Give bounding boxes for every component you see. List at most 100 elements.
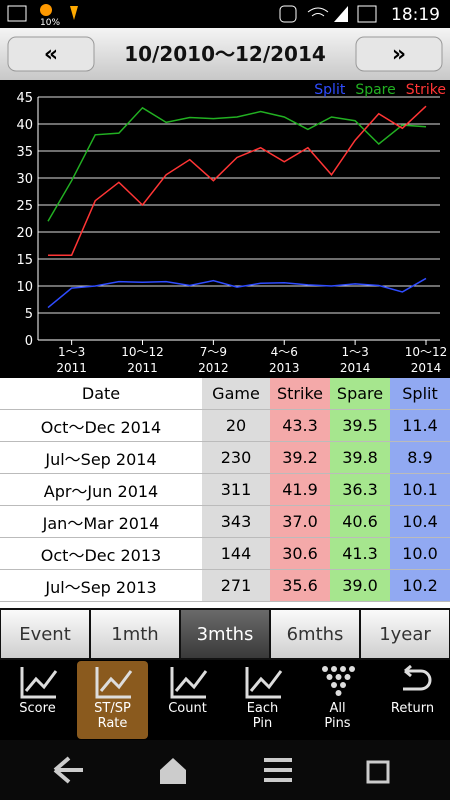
- y-tick-label: 0: [25, 334, 33, 349]
- data-line: [48, 105, 427, 256]
- table-cell: 20: [202, 409, 270, 442]
- menu-button[interactable]: [264, 758, 292, 782]
- period-tab[interactable]: 6mths: [271, 610, 359, 658]
- prev-button[interactable]: [7, 36, 95, 72]
- table-cell: 230: [202, 441, 270, 474]
- table-cell: 35.6: [270, 569, 330, 602]
- y-tick-label: 40: [16, 118, 33, 133]
- weather-percent: 10%: [40, 18, 60, 28]
- pin-dot: [344, 674, 350, 680]
- pin-dot: [321, 666, 328, 672]
- x-tick-label: 2014: [340, 361, 371, 375]
- table-cell: 39.5: [330, 409, 390, 442]
- table-cell: 10.0: [390, 537, 450, 570]
- tool-label: Pins: [324, 716, 351, 731]
- column-header: Spare: [330, 378, 390, 410]
- tool-icon: [402, 664, 431, 691]
- x-tick-label: 2012: [198, 361, 229, 375]
- return-icon: [402, 664, 431, 691]
- wifi-icon: [307, 7, 329, 17]
- pin-dot: [339, 682, 346, 688]
- tool-label: Pin: [252, 716, 273, 731]
- tool-button[interactable]: Score: [2, 661, 73, 739]
- tool-label: Count: [168, 701, 207, 716]
- x-tick-label: 7〜9: [200, 345, 227, 359]
- table-cell: 10.4: [390, 505, 450, 538]
- tool-label: Each: [246, 701, 279, 716]
- period-title: 10/2010〜12/2014: [124, 42, 326, 66]
- tool-button[interactable]: All Pins: [302, 661, 373, 739]
- table-cell: 271: [202, 569, 270, 602]
- tool-button[interactable]: Each Pin: [227, 661, 298, 739]
- x-tick-label: 10〜12: [121, 345, 164, 359]
- table-cell: 11.4: [390, 409, 450, 442]
- period-tab[interactable]: 3mths: [181, 610, 269, 658]
- pin-dot: [348, 666, 355, 672]
- y-tick-label: 15: [16, 253, 33, 268]
- column-header: Game: [202, 378, 270, 410]
- table-row: Oct〜Dec 2013 144 30.6 41.3 10.0: [0, 537, 450, 570]
- table-cell: 343: [202, 505, 270, 538]
- y-tick-label: 35: [16, 145, 33, 160]
- battery-icon: [357, 5, 377, 23]
- table-cell: Jul〜Sep 2014: [0, 441, 202, 474]
- period-tab[interactable]: 1year: [361, 610, 449, 658]
- table-container: Date Game Strike Spare Split Oct〜Dec 2014 20 43…: [0, 378, 450, 608]
- table-cell: Jul〜Sep 2013: [0, 569, 202, 602]
- period-tab[interactable]: Event: [1, 610, 89, 658]
- home-button[interactable]: [160, 758, 186, 784]
- tool-icon: [170, 667, 207, 699]
- tool-button[interactable]: ST/SP Rate: [77, 661, 148, 739]
- period-tab[interactable]: 1mth: [91, 610, 179, 658]
- table-cell: 10.1: [390, 473, 450, 506]
- stats-table: Date Game Strike Spare Split Oct〜Dec 2014 20 43…: [0, 378, 450, 602]
- data-line: [47, 277, 427, 309]
- x-tick-label: 10〜12: [405, 345, 448, 359]
- table-row: Apr〜Jun 2014 311 41.9 36.3 10.1: [0, 473, 450, 506]
- x-tick-label: 2013: [269, 361, 300, 375]
- x-tick-label: 2011: [127, 361, 158, 375]
- tool-button[interactable]: Count: [152, 661, 223, 739]
- column-header: Split: [390, 378, 450, 410]
- pin-dot: [335, 674, 341, 680]
- x-tick-label: 1〜3: [58, 345, 85, 359]
- table-cell: Jan〜Mar 2014: [0, 505, 202, 538]
- table-cell: 39.0: [330, 569, 390, 602]
- table-cell: Apr〜Jun 2014: [0, 473, 202, 506]
- y-tick-label: 25: [16, 199, 33, 214]
- chart-icon: [170, 667, 207, 699]
- legend-entry: Spare: [355, 82, 395, 98]
- tool-icon: [95, 667, 132, 699]
- next-label[interactable]: »: [392, 42, 406, 67]
- signal-icon: [334, 6, 348, 22]
- clock: 18:19: [391, 5, 440, 25]
- table-cell: 37.0: [270, 505, 330, 538]
- table-cell: 40.6: [330, 505, 390, 538]
- table-cell: 144: [202, 537, 270, 570]
- table-cell: 8.9: [390, 441, 450, 474]
- table-header-row: Date Game Strike Spare Split: [0, 378, 450, 410]
- tool-button[interactable]: Return: [377, 661, 448, 739]
- weather-icon: [40, 4, 52, 16]
- table-row: Jan〜Mar 2014 343 37.0 40.6 10.4: [0, 505, 450, 538]
- recent-button[interactable]: [366, 760, 390, 784]
- table-cell: 41.3: [330, 537, 390, 570]
- x-tick-label: 2014: [411, 361, 442, 375]
- next-button[interactable]: [355, 36, 443, 72]
- column-header: Strike: [270, 378, 330, 410]
- header: « » 10/2010〜12/2014: [0, 28, 450, 80]
- toolbar: Score ST/SP Rate Count Each Pin All Pins Return: [0, 660, 450, 740]
- x-tick-label: 1〜3: [341, 345, 368, 359]
- table-row: Jul〜Sep 2014 230 39.2 39.8 8.9: [0, 441, 450, 474]
- table-cell: 30.6: [270, 537, 330, 570]
- table-cell: Oct〜Dec 2013: [0, 537, 202, 570]
- tool-icon: [245, 667, 282, 699]
- chart-icon: [245, 667, 282, 699]
- back-button[interactable]: [53, 756, 83, 784]
- tool-icon: [20, 667, 57, 699]
- gallery-icon: [7, 5, 27, 22]
- table-cell: 43.3: [270, 409, 330, 442]
- tool-icon: [321, 666, 355, 696]
- prev-label[interactable]: «: [44, 42, 58, 67]
- tool-label: Score: [19, 701, 56, 716]
